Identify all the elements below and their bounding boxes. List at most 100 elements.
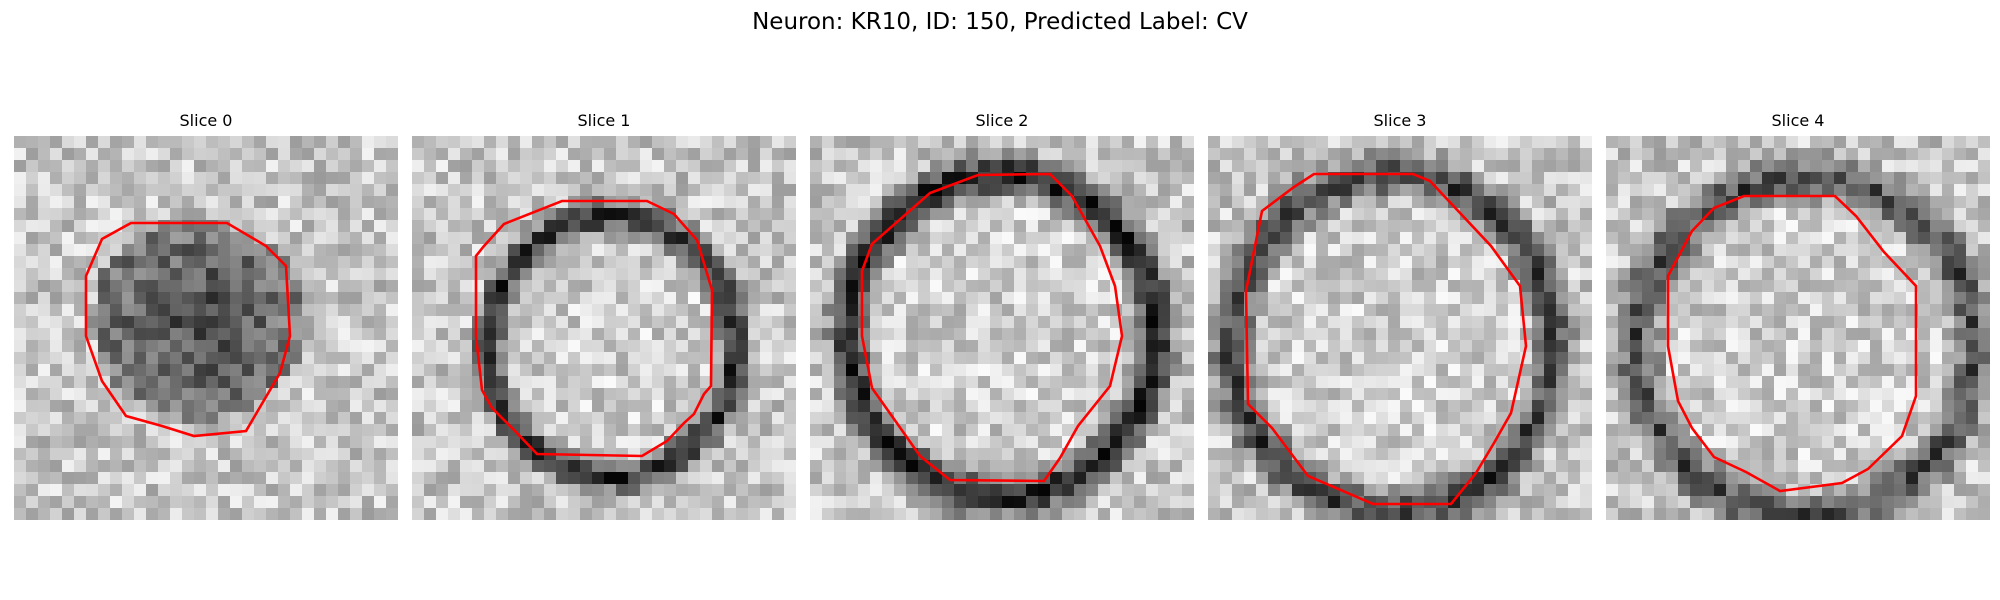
pixel bbox=[520, 496, 533, 509]
pixel bbox=[1532, 388, 1545, 401]
pixel bbox=[484, 436, 497, 449]
pixel bbox=[1268, 376, 1281, 389]
pixel bbox=[460, 340, 473, 353]
pixel bbox=[1858, 364, 1871, 377]
pixel bbox=[1050, 232, 1063, 245]
pixel bbox=[424, 184, 437, 197]
pixel bbox=[1182, 148, 1194, 161]
pixel bbox=[62, 508, 75, 520]
pixel bbox=[436, 292, 449, 305]
pixel bbox=[496, 508, 509, 520]
pixel bbox=[640, 268, 653, 281]
pixel bbox=[1412, 208, 1425, 221]
pixel bbox=[760, 400, 773, 413]
pixel bbox=[1352, 256, 1365, 269]
pixel bbox=[1942, 172, 1955, 185]
pixel bbox=[1424, 268, 1437, 281]
pixel bbox=[1448, 388, 1461, 401]
pixel bbox=[484, 196, 497, 209]
pixel bbox=[1714, 184, 1727, 197]
pixel bbox=[448, 184, 461, 197]
pixel bbox=[1316, 484, 1329, 497]
pixel bbox=[772, 340, 785, 353]
pixel bbox=[302, 184, 315, 197]
pixel bbox=[568, 484, 581, 497]
pixel bbox=[1786, 388, 1799, 401]
pixel bbox=[1182, 196, 1194, 209]
pixel bbox=[266, 400, 279, 413]
pixel bbox=[1714, 268, 1727, 281]
pixel bbox=[1606, 340, 1619, 353]
pixel bbox=[1364, 352, 1377, 365]
pixel bbox=[484, 340, 497, 353]
pixel bbox=[14, 508, 27, 520]
pixel bbox=[62, 172, 75, 185]
pixel bbox=[640, 424, 653, 437]
pixel bbox=[1966, 220, 1979, 233]
pixel bbox=[74, 364, 87, 377]
pixel bbox=[1484, 364, 1497, 377]
pixel bbox=[484, 508, 497, 520]
pixel bbox=[1364, 292, 1377, 305]
pixel bbox=[362, 448, 375, 461]
pixel bbox=[942, 244, 955, 257]
pixel bbox=[906, 424, 919, 437]
pixel bbox=[700, 496, 713, 509]
pixel bbox=[1508, 244, 1521, 257]
pixel bbox=[302, 424, 315, 437]
pixel bbox=[520, 400, 533, 413]
pixel bbox=[182, 400, 195, 413]
pixel bbox=[484, 376, 497, 389]
pixel bbox=[1942, 436, 1955, 449]
pixel bbox=[966, 184, 979, 197]
pixel bbox=[772, 352, 785, 365]
pixel bbox=[1388, 340, 1401, 353]
pixel bbox=[206, 268, 219, 281]
pixel bbox=[278, 448, 291, 461]
pixel bbox=[1122, 448, 1135, 461]
pixel bbox=[1774, 160, 1787, 173]
pixel bbox=[1424, 364, 1437, 377]
pixel bbox=[640, 340, 653, 353]
pixel bbox=[1654, 280, 1667, 293]
pixel bbox=[918, 340, 931, 353]
pixel bbox=[1388, 304, 1401, 317]
pixel bbox=[170, 232, 183, 245]
pixel bbox=[1978, 424, 1990, 437]
pixel bbox=[1098, 172, 1111, 185]
pixel bbox=[894, 268, 907, 281]
pixel bbox=[134, 448, 147, 461]
pixel bbox=[1642, 232, 1655, 245]
pixel bbox=[1086, 280, 1099, 293]
pixel bbox=[412, 220, 425, 233]
pixel bbox=[1110, 508, 1123, 520]
pixel bbox=[1762, 448, 1775, 461]
pixel bbox=[1496, 436, 1509, 449]
pixel bbox=[50, 184, 63, 197]
pixel bbox=[338, 184, 351, 197]
pixel bbox=[1870, 232, 1883, 245]
pixel bbox=[1436, 220, 1449, 233]
pixel bbox=[1448, 412, 1461, 425]
pixel bbox=[1050, 508, 1063, 520]
pixel bbox=[810, 412, 823, 425]
pixel bbox=[326, 460, 339, 473]
pixel bbox=[1388, 364, 1401, 377]
pixel bbox=[436, 268, 449, 281]
pixel bbox=[942, 220, 955, 233]
pixel bbox=[26, 196, 39, 209]
pixel bbox=[1412, 496, 1425, 509]
pixel bbox=[436, 220, 449, 233]
pixel bbox=[290, 136, 303, 149]
pixel bbox=[314, 496, 327, 509]
pixel bbox=[338, 364, 351, 377]
pixel bbox=[1448, 436, 1461, 449]
pixel bbox=[1304, 220, 1317, 233]
pixel bbox=[1220, 220, 1233, 233]
pixel bbox=[1424, 220, 1437, 233]
pixel bbox=[568, 160, 581, 173]
pixel bbox=[1304, 376, 1317, 389]
pixel bbox=[1424, 352, 1437, 365]
pixel bbox=[1508, 436, 1521, 449]
pixel bbox=[206, 232, 219, 245]
